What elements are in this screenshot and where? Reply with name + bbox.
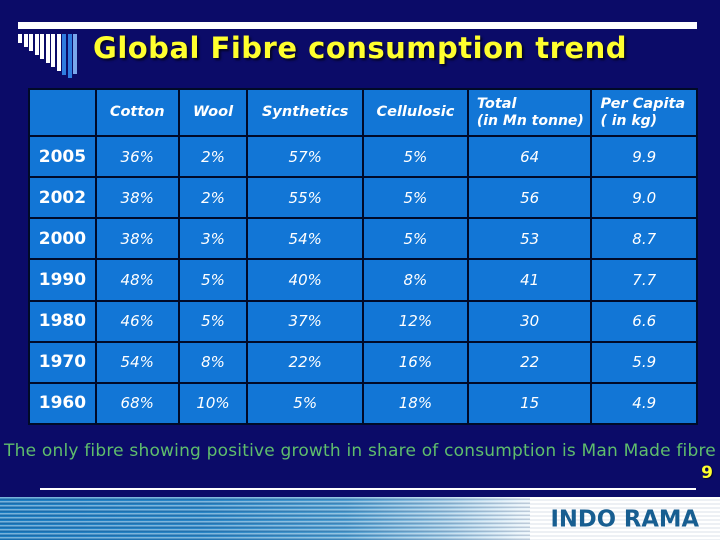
page-number: 9 bbox=[701, 463, 713, 483]
value-cell: 64 bbox=[466, 134, 593, 179]
value-cell: 16% bbox=[361, 340, 469, 384]
year-cell: 2005 bbox=[28, 134, 97, 179]
value-cell: 40% bbox=[246, 258, 364, 302]
year-cell: 1980 bbox=[28, 299, 97, 343]
table-row: 1970 54% 8% 22% 16% 22 5.9 bbox=[28, 340, 698, 384]
value-cell: 7.7 bbox=[590, 258, 698, 302]
value-cell: 12% bbox=[361, 299, 469, 343]
value-cell: 30 bbox=[466, 299, 593, 343]
table-header-row: Cotton Wool Synthetics Cellulosic Total (in M… bbox=[28, 88, 698, 137]
value-cell: 38% bbox=[94, 176, 180, 220]
value-cell: 2% bbox=[177, 176, 249, 220]
value-cell: 41 bbox=[466, 258, 593, 302]
top-rule bbox=[18, 22, 697, 29]
value-cell: 15 bbox=[466, 381, 593, 426]
year-cell: 1960 bbox=[28, 381, 97, 426]
table-row: 2000 38% 3% 54% 5% 53 8.7 bbox=[28, 217, 698, 261]
table-body: 2005 36% 2% 57% 5% 64 9.9 2002 38% 2% 55% 5% 56 9.0 20… bbox=[28, 134, 698, 426]
table-row: 2002 38% 2% 55% 5% 56 9.0 bbox=[28, 176, 698, 220]
year-cell: 1970 bbox=[28, 340, 97, 384]
year-cell: 1990 bbox=[28, 258, 97, 302]
indorama-bars-icon bbox=[18, 34, 79, 78]
value-cell: 5% bbox=[361, 217, 469, 261]
value-cell: 54% bbox=[94, 340, 180, 384]
year-cell: 2002 bbox=[28, 176, 97, 220]
column-header: Wool bbox=[177, 88, 249, 137]
value-cell: 46% bbox=[94, 299, 180, 343]
footnote-text: The only fibre showing positive growth i… bbox=[4, 441, 716, 461]
value-cell: 22% bbox=[246, 340, 364, 384]
value-cell: 22 bbox=[466, 340, 593, 384]
table-row: 2005 36% 2% 57% 5% 64 9.9 bbox=[28, 134, 698, 179]
value-cell: 48% bbox=[94, 258, 180, 302]
page-title: Global Fibre consumption trend bbox=[93, 31, 627, 65]
value-cell: 5% bbox=[361, 176, 469, 220]
footer-stripe-band: INDO RAMA bbox=[0, 497, 720, 540]
value-cell: 5% bbox=[177, 258, 249, 302]
value-cell: 8.7 bbox=[590, 217, 698, 261]
table-row: 1980 46% 5% 37% 12% 30 6.6 bbox=[28, 299, 698, 343]
value-cell: 55% bbox=[246, 176, 364, 220]
value-cell: 10% bbox=[177, 381, 249, 426]
column-header bbox=[28, 88, 97, 137]
value-cell: 36% bbox=[94, 134, 180, 179]
bottom-rule bbox=[40, 488, 696, 490]
column-header: Synthetics bbox=[246, 88, 364, 137]
value-cell: 18% bbox=[361, 381, 469, 426]
column-header: Cellulosic bbox=[361, 88, 469, 137]
value-cell: 2% bbox=[177, 134, 249, 179]
value-cell: 8% bbox=[361, 258, 469, 302]
value-cell: 5% bbox=[361, 134, 469, 179]
table-row: 1990 48% 5% 40% 8% 41 7.7 bbox=[28, 258, 698, 302]
value-cell: 54% bbox=[246, 217, 364, 261]
value-cell: 38% bbox=[94, 217, 180, 261]
column-header: Total (in Mn tonne) bbox=[466, 88, 593, 137]
value-cell: 3% bbox=[177, 217, 249, 261]
value-cell: 37% bbox=[246, 299, 364, 343]
brand-block: INDO RAMA bbox=[530, 497, 720, 540]
value-cell: 53 bbox=[466, 217, 593, 261]
value-cell: 57% bbox=[246, 134, 364, 179]
value-cell: 9.9 bbox=[590, 134, 698, 179]
fibre-consumption-table: Cotton Wool Synthetics Cellulosic Total (in M… bbox=[28, 88, 698, 426]
value-cell: 56 bbox=[466, 176, 593, 220]
value-cell: 8% bbox=[177, 340, 249, 384]
value-cell: 4.9 bbox=[590, 381, 698, 426]
value-cell: 6.6 bbox=[590, 299, 698, 343]
value-cell: 68% bbox=[94, 381, 180, 426]
column-header: Cotton bbox=[94, 88, 180, 137]
value-cell: 5% bbox=[246, 381, 364, 426]
value-cell: 9.0 bbox=[590, 176, 698, 220]
indorama-logo: INDO RAMA bbox=[550, 505, 700, 532]
year-cell: 2000 bbox=[28, 217, 97, 261]
table-row: 1960 68% 10% 5% 18% 15 4.9 bbox=[28, 381, 698, 426]
column-header: Per Capita( in kg) bbox=[590, 88, 698, 137]
value-cell: 5.9 bbox=[590, 340, 698, 384]
value-cell: 5% bbox=[177, 299, 249, 343]
